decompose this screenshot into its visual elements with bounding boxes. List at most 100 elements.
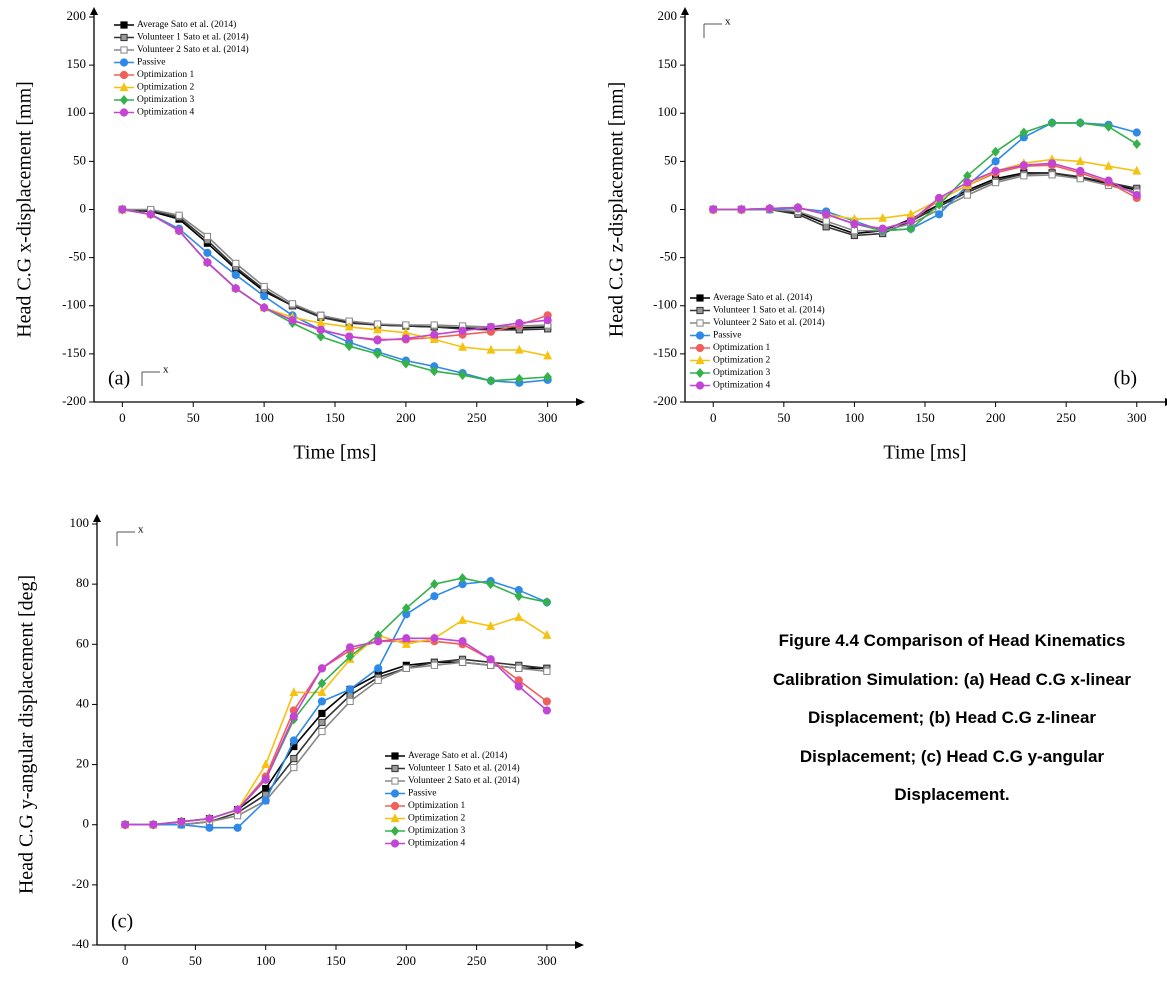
legend-marker (390, 826, 400, 836)
data-point (1047, 117, 1057, 128)
y-tick-label: 20 (76, 756, 89, 771)
data-point (515, 664, 523, 672)
data-point (345, 332, 354, 341)
data-point (709, 205, 718, 214)
x-tick-label: 300 (1127, 410, 1147, 425)
data-point (203, 232, 212, 241)
data-point (991, 157, 1000, 166)
data-point (1019, 127, 1029, 138)
data-point (1075, 156, 1085, 165)
x-axis-label: Time [ms] (293, 442, 376, 464)
data-point (543, 667, 551, 675)
y-axis-label: Head C.G x-displacement [mm] (14, 81, 36, 338)
x-tick-label: 200 (397, 953, 417, 968)
data-point (346, 697, 354, 706)
data-point (1104, 176, 1113, 185)
legend-marker (390, 789, 400, 798)
data-point (765, 204, 774, 213)
legend-marker (391, 764, 399, 773)
data-point (486, 344, 496, 354)
legend-marker (390, 839, 400, 848)
x-tick-label: 50 (187, 410, 200, 425)
legend-marker (119, 82, 129, 92)
data-point (543, 350, 553, 360)
legend-label: Optimization 1 (408, 801, 466, 811)
data-point (514, 591, 524, 602)
series-line (125, 661, 547, 826)
y-tick-label: 100 (67, 104, 87, 119)
data-point (260, 282, 268, 291)
data-point (402, 634, 411, 643)
legend-marker (696, 319, 704, 327)
legend-label: Optimization 1 (137, 70, 195, 80)
data-point (374, 664, 383, 673)
y-tick-label: 0 (83, 816, 90, 831)
x-axis-arrow (576, 398, 585, 406)
legend-marker (695, 381, 705, 390)
series-line (122, 208, 548, 330)
data-point (373, 336, 382, 345)
series-line (122, 208, 548, 328)
data-point (430, 592, 439, 601)
data-point (991, 166, 1000, 176)
data-point (458, 341, 467, 351)
data-point (515, 373, 524, 384)
series-line (713, 172, 1137, 235)
data-point (486, 655, 495, 664)
chart: -200 -150 -100 -50 0 50 100 150 200 0 50 100 150 200 2… (606, 7, 1167, 464)
data-point (261, 796, 270, 805)
data-point (121, 820, 130, 829)
data-point (543, 372, 552, 382)
data-point (906, 216, 915, 226)
data-point (288, 300, 297, 308)
data-point (430, 321, 438, 329)
data-point (430, 330, 439, 339)
data-point (1132, 128, 1141, 137)
y-tick-label: 50 (73, 152, 86, 167)
data-point (1047, 159, 1057, 168)
series-line (122, 208, 548, 342)
data-point (317, 687, 327, 696)
panel-label: (c) (111, 911, 133, 933)
data-point (205, 814, 214, 823)
x-tick-label: 200 (986, 410, 1006, 425)
y-tick-label: 0 (671, 200, 678, 215)
x-tick-label: 100 (845, 410, 865, 425)
y-axis-arrow (681, 7, 689, 15)
data-point (260, 303, 269, 312)
orientation-label: x (163, 364, 169, 376)
data-point (963, 191, 971, 199)
x-tick-label: 150 (325, 410, 345, 425)
legend-marker (120, 33, 128, 42)
data-point (345, 685, 355, 694)
data-point (1104, 160, 1113, 170)
figure-caption: Figure 4.4 Comparison of Head Kinematics… (773, 631, 1131, 804)
data-point (290, 763, 298, 772)
data-point (175, 211, 183, 219)
data-point (289, 687, 299, 696)
data-point (935, 210, 944, 219)
data-point (822, 223, 830, 231)
data-point (317, 697, 327, 706)
y-tick-label: 60 (76, 635, 89, 650)
data-point (317, 678, 327, 689)
data-point (261, 775, 270, 784)
data-point (402, 321, 410, 329)
data-point (1132, 190, 1141, 200)
data-point (850, 219, 859, 229)
legend-label: Volunteer 1 Sato et al. (2014) (713, 305, 825, 316)
data-point (486, 579, 495, 590)
x-tick-label: 250 (467, 953, 487, 968)
data-point (344, 321, 354, 331)
legend-marker (390, 801, 400, 811)
data-point (233, 805, 242, 814)
legend-label: Optimization 2 (137, 83, 195, 93)
y-tick-label: 100 (658, 104, 678, 119)
series-line (122, 208, 548, 384)
legend-marker (695, 331, 705, 340)
data-point (317, 311, 325, 319)
data-point (430, 661, 439, 669)
x-tick-label: 150 (326, 953, 346, 968)
x-tick-label: 100 (256, 953, 276, 968)
legend-marker (695, 355, 705, 365)
